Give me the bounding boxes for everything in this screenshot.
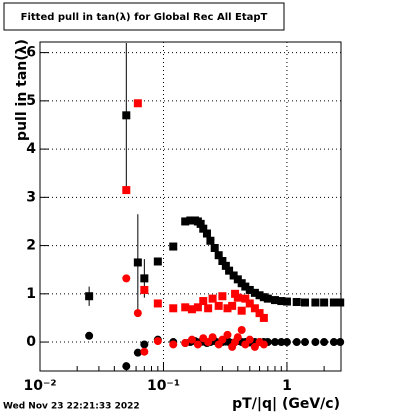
point [282,338,291,347]
y-tick-label: 4 [26,141,36,157]
point [300,298,309,307]
point [277,297,286,306]
point [133,99,142,108]
point [204,304,213,313]
point [214,251,223,260]
point [237,325,246,334]
x-tick-label: 1 [282,378,292,394]
point [140,285,149,294]
point [320,338,329,347]
point [122,362,131,371]
point [202,229,211,238]
y-tick-label: 0 [26,334,36,350]
title-box [3,2,285,31]
point [187,305,196,314]
point [270,296,279,305]
point [336,338,345,347]
point [133,258,142,267]
point [223,304,232,313]
point [241,282,250,291]
point [292,338,301,347]
point [181,217,190,226]
point [229,271,238,280]
y-tick-label: 6 [26,45,36,61]
x-axis-label: pT/|q| (GeV/c) [232,396,340,412]
point [181,339,190,348]
point [237,306,246,315]
point [218,292,227,301]
point [270,338,279,347]
point [223,330,232,339]
point [329,298,338,307]
point [320,298,329,307]
point [85,331,94,340]
point [292,298,301,307]
point [169,242,178,251]
point [259,340,268,349]
point [187,335,196,344]
point [255,291,264,300]
point [225,266,234,275]
point [206,236,215,245]
point [193,340,202,349]
point [140,340,149,349]
point [208,294,217,303]
point [122,274,131,283]
point [196,219,205,228]
point [122,186,131,195]
point [133,348,142,357]
point [277,338,286,347]
point [186,216,195,225]
point [169,304,178,313]
point [193,303,202,312]
point [263,294,272,303]
point [122,111,131,120]
point [259,313,268,322]
point [85,292,94,301]
x-tick-label: 10⁻¹ [147,378,180,394]
point [336,298,345,307]
point [218,257,227,266]
y-axis-label: pull in tan(λ) [14,39,30,141]
point [199,224,208,233]
y-tick-label: 1 [26,286,36,302]
point [250,304,259,313]
point [241,294,250,303]
point [282,297,291,306]
point [140,274,149,283]
point [245,335,254,344]
point [300,338,309,347]
point [140,347,149,356]
y-tick-label: 3 [26,189,36,205]
point [181,303,190,312]
point [210,243,219,252]
point [250,288,259,297]
point [245,299,254,308]
point [153,299,162,308]
point [169,340,178,349]
point [245,285,254,294]
point [208,333,217,342]
point [214,301,223,310]
point [133,309,142,318]
point [153,257,162,266]
y-tick-label: 2 [26,238,36,254]
point [255,309,264,318]
point [221,261,230,270]
point [228,301,237,310]
point [233,293,242,302]
point [233,333,242,342]
point [153,337,162,346]
footer: Wed Nov 23 22:21:33 2022 [3,402,140,412]
y-tick-label: 5 [26,93,36,109]
chart-title: Fitted pull in tan(λ) for Global Rec All… [21,12,268,23]
point [199,297,208,306]
point [329,338,338,347]
point [311,338,320,347]
point [311,298,320,307]
x-tick-label: 10⁻² [23,378,56,394]
point [218,335,227,344]
plot-frame [39,41,342,372]
